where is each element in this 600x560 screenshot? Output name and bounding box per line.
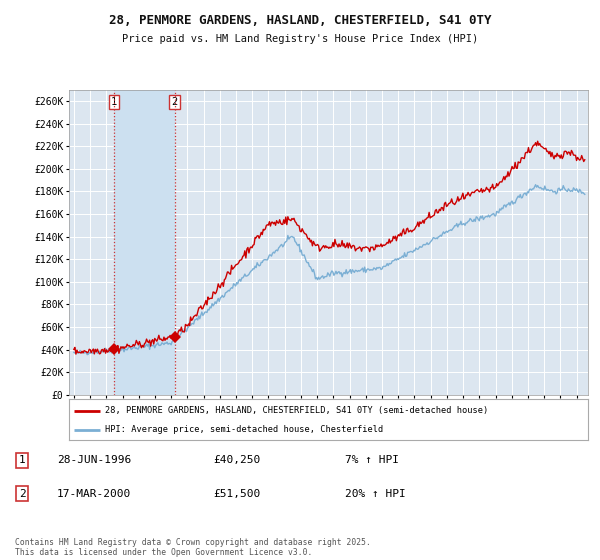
Text: 28, PENMORE GARDENS, HASLAND, CHESTERFIELD, S41 0TY (semi-detached house): 28, PENMORE GARDENS, HASLAND, CHESTERFIE…: [106, 406, 488, 415]
Text: 28-JUN-1996: 28-JUN-1996: [57, 455, 131, 465]
Text: 1: 1: [19, 455, 26, 465]
Text: 1: 1: [111, 97, 118, 107]
Text: 28, PENMORE GARDENS, HASLAND, CHESTERFIELD, S41 0TY: 28, PENMORE GARDENS, HASLAND, CHESTERFIE…: [109, 14, 491, 27]
Text: £40,250: £40,250: [213, 455, 260, 465]
Text: 20% ↑ HPI: 20% ↑ HPI: [345, 489, 406, 499]
Text: 2: 2: [172, 97, 178, 107]
Text: 7% ↑ HPI: 7% ↑ HPI: [345, 455, 399, 465]
Text: HPI: Average price, semi-detached house, Chesterfield: HPI: Average price, semi-detached house,…: [106, 425, 383, 434]
Text: 17-MAR-2000: 17-MAR-2000: [57, 489, 131, 499]
Text: 2: 2: [19, 489, 26, 499]
Text: £51,500: £51,500: [213, 489, 260, 499]
Bar: [114, 90, 175, 395]
Text: Price paid vs. HM Land Registry's House Price Index (HPI): Price paid vs. HM Land Registry's House …: [122, 34, 478, 44]
Text: Contains HM Land Registry data © Crown copyright and database right 2025.
This d: Contains HM Land Registry data © Crown c…: [15, 538, 371, 557]
